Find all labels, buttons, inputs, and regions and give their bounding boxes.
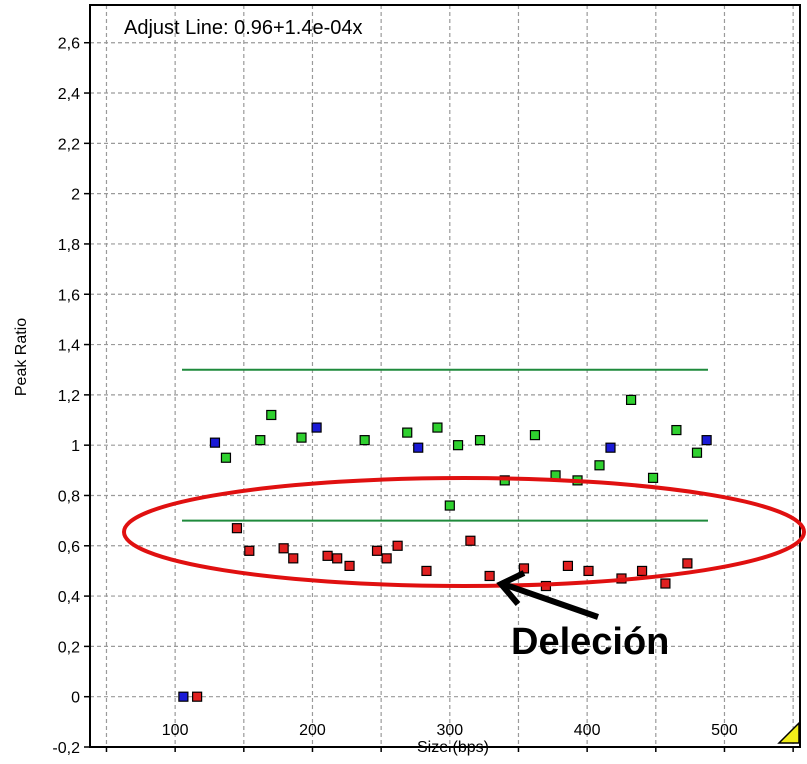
data-point [402, 427, 413, 438]
resize-grip-icon[interactable] [777, 721, 800, 744]
x-tick-label: 200 [299, 722, 326, 739]
deletion-arrow-head [496, 570, 526, 606]
y-tick-label: 1,8 [58, 237, 80, 254]
y-tick-label: 0,2 [58, 639, 80, 656]
data-point [452, 440, 464, 451]
x-axis-title: Size (bps) [417, 739, 489, 756]
data-point [322, 550, 333, 561]
y-tick-label: 1 [71, 438, 80, 455]
data-point [359, 435, 370, 446]
data-point [371, 545, 383, 556]
plot-frame [89, 4, 801, 748]
data-point [529, 430, 541, 441]
data-point [278, 543, 289, 554]
data-point [660, 578, 671, 589]
fit-line-label: Adjust Line: 0.96+1.4e-04x [124, 17, 363, 39]
y-tick-label: 0,8 [58, 488, 80, 505]
y-tick-label: 2 [71, 187, 80, 204]
data-point [288, 553, 299, 564]
data-point [296, 432, 307, 443]
y-tick-label: 2,2 [58, 136, 80, 153]
y-tick-label: 2,6 [58, 36, 80, 53]
y-tick-label: 1,2 [58, 388, 80, 405]
data-point [421, 565, 432, 577]
x-tick-label: 300 [436, 722, 463, 739]
data-point [625, 394, 637, 405]
y-axis-ticks: -0,2 0 0,2 0,4 0,6 0,8 1 1,2 1,4 1,6 1,8 2 2,2 2,4 2,6 [52, 36, 90, 757]
data-point [701, 435, 712, 446]
data-point [583, 565, 594, 577]
data-point [344, 560, 355, 572]
y-tick-label: -0,2 [52, 740, 80, 757]
data-point [392, 540, 403, 551]
y-tick-label: 1,4 [58, 338, 80, 355]
data-point [518, 563, 530, 574]
data-point [231, 523, 243, 534]
y-tick-label: 1,6 [58, 287, 80, 304]
data-point [691, 447, 703, 458]
data-point [413, 442, 424, 453]
deletion-ellipse [122, 476, 806, 588]
data-point [209, 437, 221, 448]
data-point [562, 560, 574, 572]
x-axis-ticks: 100 200 300 400 500 [105, 722, 794, 752]
data-point [255, 435, 266, 446]
x-tick-label: 400 [574, 722, 601, 739]
threshold-lines [182, 368, 708, 522]
data-point [671, 424, 682, 436]
deletion-label: Deleción [511, 621, 669, 663]
data-point [636, 565, 648, 577]
y-tick-label: 0,6 [58, 539, 80, 556]
y-tick-label: 0 [71, 690, 80, 707]
y-tick-label: 0,4 [58, 589, 80, 606]
x-tick-label: 500 [711, 722, 738, 739]
data-point [266, 409, 277, 421]
data-point [605, 442, 616, 453]
y-tick-label: 2,4 [58, 86, 80, 103]
data-point [178, 691, 189, 702]
data-point [192, 691, 203, 702]
y-axis-title: Peak Ratio [13, 318, 30, 396]
data-point [381, 553, 392, 564]
data-point [647, 472, 659, 483]
data-point [682, 558, 693, 569]
deletion-annotation: Deleción [122, 476, 806, 663]
data-point [594, 460, 605, 471]
data-point [311, 422, 322, 433]
grid [90, 5, 800, 748]
data-point [465, 535, 476, 546]
x-tick-label: 100 [162, 722, 189, 739]
data-point [484, 570, 495, 582]
data-point [220, 452, 232, 463]
deletion-arrow-shaft [505, 582, 599, 620]
data-point [432, 422, 443, 433]
data-point [332, 553, 343, 564]
data-point [474, 435, 486, 446]
data-point [444, 500, 455, 511]
data-point [244, 545, 255, 556]
data-points [178, 394, 712, 702]
